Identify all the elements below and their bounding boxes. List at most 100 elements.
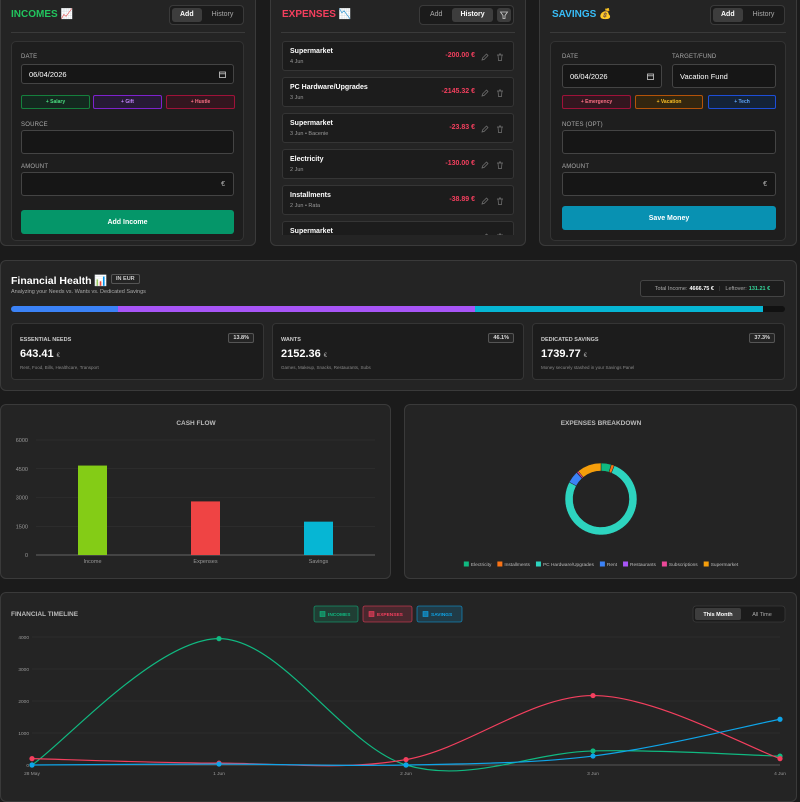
edit-icon[interactable] (481, 53, 489, 61)
legend-label: PC Hardware/Upgrades (543, 562, 595, 568)
edit-icon[interactable] (481, 89, 489, 97)
delete-icon[interactable] (497, 161, 503, 169)
item-actions[interactable] (481, 53, 505, 61)
toggle: This Month (703, 612, 733, 618)
totals: Total Income: 4666.75 € | Leftover: 131.… (640, 280, 785, 297)
card: DEDICATED SAVINGS 37.3% 1739.77 € Money secu… (532, 323, 785, 380)
delete-icon[interactable] (497, 233, 503, 235)
amount-input[interactable]: € (562, 172, 776, 196)
date-input[interactable]: 06/04/2026 (21, 64, 234, 84)
quick-button[interactable]: + Vacation (635, 95, 703, 109)
amount-input[interactable]: € (21, 172, 234, 196)
x-tick-label: 1 Jun (213, 771, 225, 777)
cashflow-panel: CASH FLOW 0 1500 3000 4500 6000 Income Expenses… (0, 404, 391, 579)
filter-button[interactable] (496, 8, 511, 22)
card-note: Rent, Food, Bills, Healthcare, Transport (20, 365, 99, 370)
item-name: PC Hardware/Upgrades (290, 84, 368, 91)
y-tick-label: 4500 (16, 467, 28, 473)
share-badge: 46.1% (488, 333, 514, 343)
edit-icon[interactable] (482, 233, 488, 235)
source-input[interactable] (21, 130, 234, 154)
label: NOTES (OPT) (562, 122, 603, 128)
item-actions[interactable] (481, 233, 505, 235)
expense-item: Electricity 2 Jun -130.00 € (282, 149, 514, 179)
tab[interactable]: History (452, 8, 493, 22)
expense-item: Supermarket 4 Jun -200.00 € (282, 41, 514, 71)
item-amount: -2145.32 € (441, 88, 475, 95)
delete-icon[interactable] (497, 125, 503, 133)
delete-icon[interactable] (497, 53, 503, 61)
label: Total Income: (654, 285, 688, 292)
data-point (403, 756, 409, 763)
item-name: Supermarket (290, 48, 333, 55)
progress-bar (11, 306, 785, 312)
x-tick-label: Expenses (193, 559, 217, 565)
legend-swatch (368, 611, 375, 617)
y-tick-label: 1000 (18, 731, 29, 737)
item-meta: 4 Jun (290, 59, 304, 65)
chart: FINANCIAL TIMELINE 0 1000 2000 3000 4000 28 Ma… (11, 605, 786, 777)
item-actions[interactable] (481, 89, 505, 97)
item-amount: -130.00 € (445, 160, 475, 167)
date-input[interactable]: 06/04/2026 (562, 64, 662, 88)
item-actions[interactable] (481, 125, 505, 133)
quick-button[interactable]: + Tech (708, 95, 776, 109)
quick-button[interactable]: + Emergency (562, 95, 631, 109)
x-tick-label: 4 Jun (774, 771, 786, 777)
y-tick-label: 4000 (18, 635, 29, 641)
card-amount: 2152.36 € (281, 348, 327, 360)
data-point (29, 762, 35, 768)
quick-button[interactable]: + Gift (93, 95, 162, 109)
delete-icon[interactable] (497, 89, 503, 97)
card-note: Money securely stashed in your Savings P… (541, 365, 635, 370)
expense-item: PC Hardware/Upgrades 3 Jun -2145.32 € (282, 77, 514, 107)
target-input[interactable]: Vacation Fund (672, 64, 776, 88)
tab[interactable]: History (211, 11, 234, 18)
currency: € (323, 353, 328, 359)
tab[interactable]: Add (713, 8, 743, 22)
expense-item: Supermarket (282, 221, 514, 235)
timeline-panel: FINANCIAL TIMELINE 0 1000 2000 3000 4000 28 Ma… (0, 592, 797, 802)
tab[interactable]: Add (430, 11, 443, 18)
card-amount: 1739.77 € (541, 348, 587, 360)
toggle: All Time (752, 612, 772, 618)
currency: € (56, 353, 60, 359)
legend-label: INCOMES (328, 612, 351, 618)
quick-button[interactable]: + Hustle (166, 95, 235, 109)
progress-segment (474, 306, 764, 312)
x-tick-label: 3 Jun (587, 771, 599, 777)
x-tick-label: 28 May (24, 771, 40, 777)
value: 06/04/2026 (29, 69, 67, 79)
legend-label: EXPENSES (377, 612, 404, 618)
item-meta: 2 Jun (290, 167, 304, 173)
bar (304, 521, 333, 555)
data-point (590, 692, 596, 699)
submit-button[interactable]: Save Money (562, 206, 776, 230)
submit-button[interactable]: Add Income (21, 210, 234, 234)
tab[interactable]: Add (172, 8, 202, 22)
legend-label: Installments (504, 562, 530, 568)
card-title: DEDICATED SAVINGS (541, 337, 599, 343)
quick-button[interactable]: + Salary (21, 95, 90, 109)
item-actions[interactable] (481, 197, 505, 205)
data-point (590, 753, 596, 759)
y-tick-label: 3000 (16, 496, 28, 502)
bar (191, 501, 220, 555)
y-tick-label: 3000 (18, 667, 29, 673)
chart-title: FINANCIAL TIMELINE (11, 611, 79, 618)
data-point (590, 748, 596, 754)
edit-icon[interactable] (481, 197, 489, 205)
legend-swatch (623, 561, 629, 567)
delete-icon[interactable] (497, 197, 503, 205)
notes-input[interactable] (562, 130, 776, 154)
expense-list: Supermarket 4 Jun -200.00 € PC Hardware/Upg… (282, 41, 515, 235)
tab[interactable]: History (752, 11, 775, 18)
edit-icon[interactable] (481, 161, 489, 169)
edit-icon[interactable] (481, 125, 489, 133)
x-tick-label: Income (83, 559, 101, 565)
item-meta: 3 Jun • Bacenie (290, 131, 329, 137)
item-actions[interactable] (481, 161, 505, 169)
card: ESSENTIAL NEEDS 13.8% 643.41 € Rent, Food, B… (11, 323, 264, 380)
